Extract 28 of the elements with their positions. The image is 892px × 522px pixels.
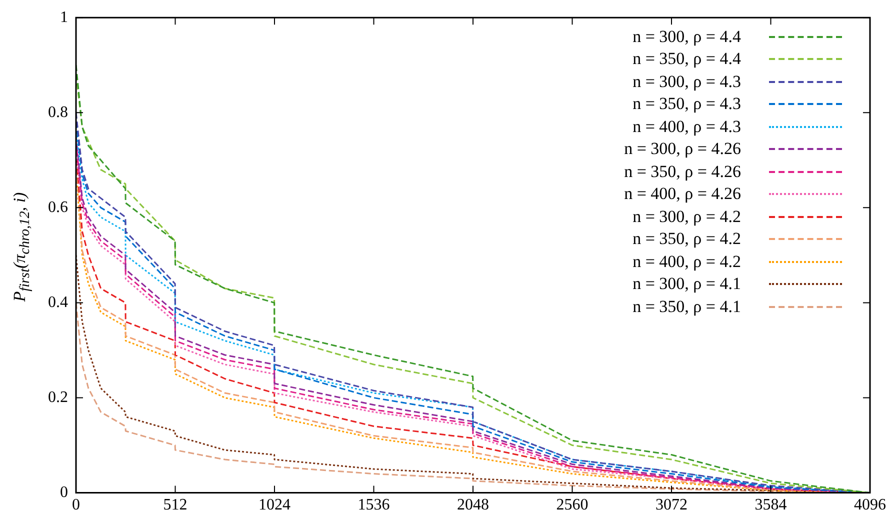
legend-label: n = 350, ρ = 4.2 <box>632 228 741 250</box>
x-tick-label: 3072 <box>656 496 688 514</box>
y-tick-label: 0.8 <box>48 104 68 121</box>
legend-label: n = 350, ρ = 4.3 <box>632 93 741 116</box>
legend-label: n = 300, ρ = 4.1 <box>632 273 741 296</box>
x-tick-label: 2048 <box>457 496 489 514</box>
legend-label: n = 400, ρ = 4.26 <box>624 183 741 206</box>
legend-label: n = 350, ρ = 4.4 <box>632 48 741 70</box>
legend-label: n = 350, ρ = 4.1 <box>632 296 741 318</box>
y-tick-label: 0.6 <box>48 198 68 216</box>
x-tick-label: 1536 <box>358 496 390 514</box>
x-tick-label: 1024 <box>258 496 290 514</box>
legend-label: n = 300, ρ = 4.4 <box>632 26 741 48</box>
y-tick-label: 0.2 <box>48 388 68 406</box>
y-tick-label: 0.4 <box>48 294 68 311</box>
y-tick-label: 0 <box>60 484 68 502</box>
y-tick-label: 1 <box>60 8 68 26</box>
legend-label: n = 300, ρ = 4.2 <box>632 206 741 228</box>
x-tick-label: 2560 <box>556 496 588 514</box>
x-tick-label: 4096 <box>854 496 886 514</box>
legend-label: n = 400, ρ = 4.2 <box>632 250 741 273</box>
x-tick-label: 512 <box>163 496 188 514</box>
legend-label: n = 300, ρ = 4.3 <box>632 70 741 93</box>
x-tick-label: 0 <box>72 496 80 514</box>
legend-label: n = 300, ρ = 4.26 <box>624 138 741 160</box>
legend-label: n = 350, ρ = 4.26 <box>624 160 741 183</box>
legend-label: n = 400, ρ = 4.3 <box>632 116 741 138</box>
x-tick-label: 3584 <box>754 496 787 514</box>
